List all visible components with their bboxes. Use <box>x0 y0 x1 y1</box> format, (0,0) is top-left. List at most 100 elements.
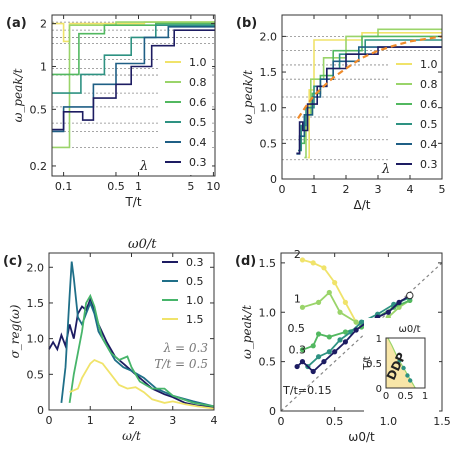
legend-label: 0.8 <box>189 76 207 89</box>
legend-label: 0.5 <box>186 275 204 288</box>
series-line <box>52 21 215 149</box>
series-label: 0.5 <box>287 322 305 335</box>
series-label: 0.3 <box>289 344 307 357</box>
series-line <box>52 22 215 76</box>
panel-label: (c) <box>3 254 23 269</box>
legend-label: 0.3 <box>420 158 438 171</box>
plot-frame <box>51 14 216 177</box>
legend-label: 1.0 <box>186 294 204 307</box>
x-tick-label: 0.1 <box>55 180 73 193</box>
series-line <box>52 26 215 133</box>
fit-curve <box>297 35 443 120</box>
y-tick-label: 0.5 <box>27 368 45 381</box>
data-point <box>326 349 332 355</box>
panel-label: (a) <box>6 16 27 31</box>
legend-label: 0.6 <box>420 98 438 111</box>
x-axis-label: ω/t <box>122 429 141 443</box>
data-point <box>321 359 327 365</box>
series-line <box>52 29 215 131</box>
boundary-point <box>397 358 402 363</box>
data-point <box>385 309 391 315</box>
x-tick-label: 2 <box>343 183 350 196</box>
y-tick-label: 0.5 <box>259 356 277 369</box>
y-axis-label: ω_peak/t <box>241 70 255 124</box>
x-tick-label: 5 <box>439 183 446 196</box>
data-point <box>315 299 322 305</box>
legend-label: 0.4 <box>420 138 438 151</box>
data-point <box>326 289 332 296</box>
boundary-point <box>401 365 406 371</box>
data-point <box>342 329 348 335</box>
data-point <box>299 304 306 310</box>
data-point <box>332 349 338 355</box>
legend-label: 0.3 <box>186 256 204 269</box>
legend-label: 0.4 <box>189 136 207 149</box>
legend-label: 1.0 <box>420 58 438 71</box>
x-tick-label: 4 <box>407 183 414 196</box>
inset-y-tick-label: 0.5 <box>366 359 382 370</box>
data-point <box>315 354 322 360</box>
data-point <box>342 339 348 345</box>
legend-title: λ <box>381 162 390 177</box>
x-tick-label: 10 <box>206 180 220 193</box>
data-point <box>353 319 359 325</box>
series-line <box>68 293 215 408</box>
data-point <box>326 334 332 340</box>
y-tick-label: 2 <box>40 18 47 31</box>
x-axis-label: ω0/t <box>348 430 375 444</box>
x-tick-label: 1 <box>135 180 142 193</box>
data-point <box>353 327 359 333</box>
data-point <box>342 299 348 305</box>
y-tick-label: 1 <box>40 60 47 73</box>
inset-y-tick-label: 1 <box>376 334 382 345</box>
series-line <box>307 31 442 159</box>
y-axis-label: ω_peak/t <box>11 68 25 122</box>
y-tick-label: 0 <box>269 405 276 418</box>
series-line <box>60 261 215 408</box>
y-tick-label: 1.0 <box>259 306 277 319</box>
data-point <box>406 291 414 300</box>
panel-label: (d) <box>235 254 256 269</box>
data-point <box>321 265 327 271</box>
y-axis-label: ω_peak/t <box>240 305 254 359</box>
inset-frame <box>385 337 426 389</box>
y-tick-label: 0 <box>270 173 277 186</box>
x-tick-label: 5 <box>187 180 194 193</box>
x-tick-label: 1 <box>87 414 94 427</box>
y-tick-label: 1.0 <box>260 102 278 115</box>
data-point <box>315 331 322 337</box>
diagonal-line <box>280 262 443 412</box>
data-point <box>299 257 306 263</box>
data-point <box>310 260 316 266</box>
inset-x-tick-label: 0 <box>383 391 389 402</box>
y-tick-label: 0.5 <box>260 137 278 150</box>
x-tick-label: 3 <box>375 183 382 196</box>
series-line <box>69 358 215 410</box>
series-label: T/t=0.15 <box>282 384 331 397</box>
y-tick-label: 0.5 <box>30 103 48 116</box>
legend-label: 0.5 <box>420 118 438 131</box>
x-tick-label: 0 <box>46 414 53 427</box>
inset-x-axis-label: ω0/t <box>398 324 420 335</box>
x-tick-label: 0 <box>279 183 286 196</box>
legend-background <box>390 55 440 177</box>
legend-label: 0.8 <box>420 78 438 91</box>
y-tick-label: 0 <box>37 404 44 417</box>
series-line <box>52 24 215 94</box>
y-tick-label: 1.0 <box>27 333 45 346</box>
data-point <box>310 368 316 375</box>
x-tick-label: 4 <box>211 414 218 427</box>
x-tick-label: 2 <box>128 414 135 427</box>
inset-x-tick-label: 1 <box>422 391 428 402</box>
panel-label: (b) <box>236 16 257 31</box>
y-axis-label: σ_reg(ω) <box>8 304 22 358</box>
boundary-point <box>405 373 410 378</box>
annotation: λ = 0.3 <box>163 341 209 355</box>
legend-label: 1.5 <box>186 313 204 326</box>
y-tick-label: 1.5 <box>27 297 45 310</box>
data-point <box>299 359 306 365</box>
x-tick-label: 0.5 <box>326 415 344 428</box>
legend-label: 1.0 <box>189 56 207 69</box>
y-tick-label: 2.0 <box>260 30 278 43</box>
